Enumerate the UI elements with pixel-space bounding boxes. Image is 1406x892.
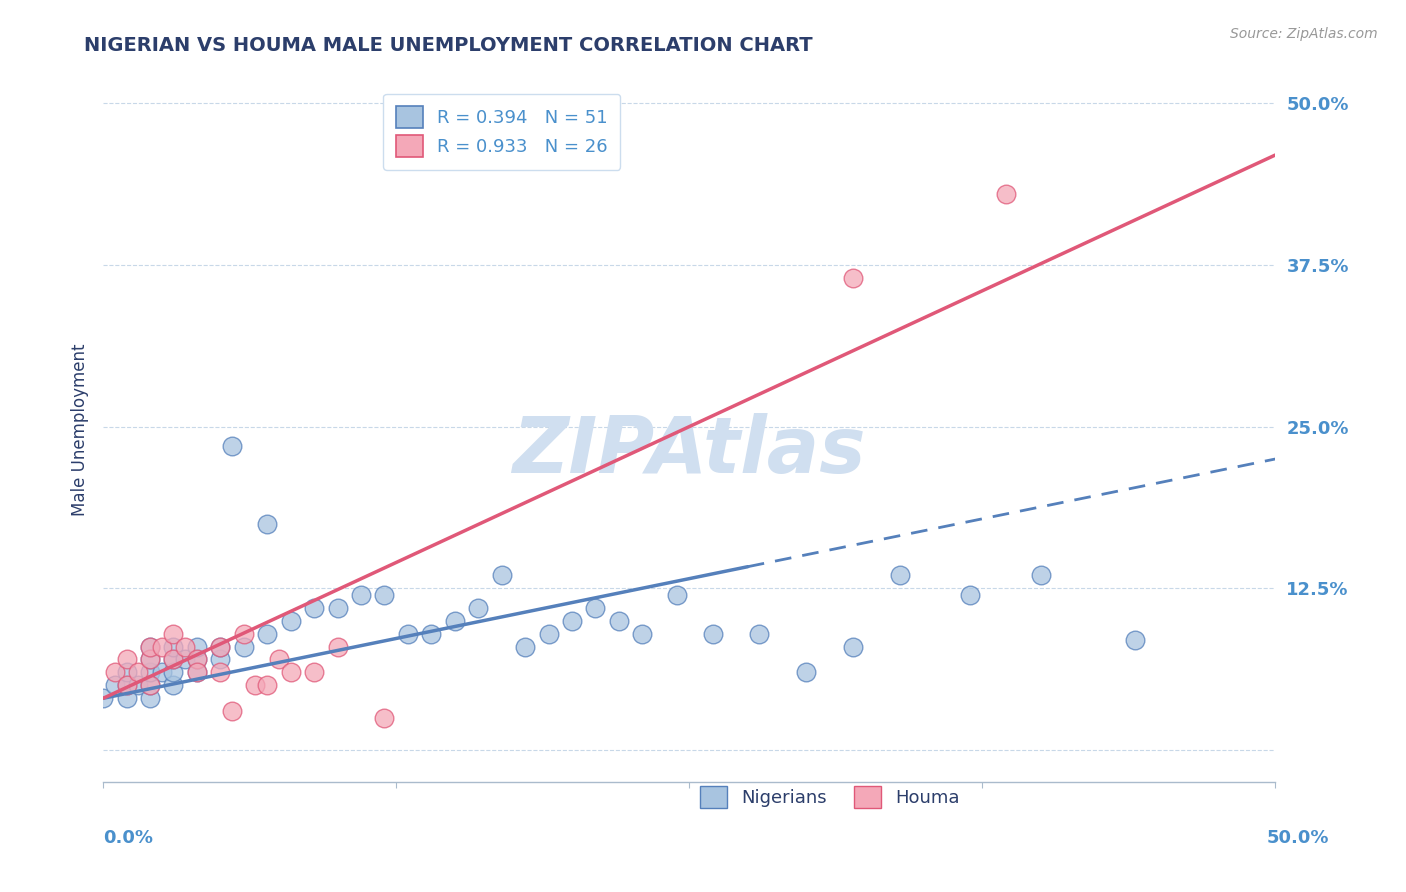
Point [842,271,865,285]
Point [162,652,184,666]
Point [115,678,138,692]
Point [91,691,114,706]
Point [491,568,513,582]
Point [162,626,184,640]
Point [139,640,162,654]
Point [127,665,149,680]
Point [162,665,184,680]
Point [994,186,1017,201]
Text: Source: ZipAtlas.com: Source: ZipAtlas.com [1230,27,1378,41]
Point [326,640,349,654]
Y-axis label: Male Unemployment: Male Unemployment [72,343,89,516]
Point [127,678,149,692]
Point [221,439,243,453]
Point [302,600,325,615]
Point [373,588,395,602]
Point [959,588,981,602]
Text: ZIPAtlas: ZIPAtlas [512,413,866,489]
Point [139,678,162,692]
Point [420,626,443,640]
Point [607,614,630,628]
Point [115,691,138,706]
Point [561,614,583,628]
Point [115,678,138,692]
Text: NIGERIAN VS HOUMA MALE UNEMPLOYMENT CORRELATION CHART: NIGERIAN VS HOUMA MALE UNEMPLOYMENT CORR… [84,36,813,54]
Point [162,678,184,692]
Point [1123,633,1146,648]
Point [162,652,184,666]
Text: 50.0%: 50.0% [1267,829,1329,847]
Point [443,614,465,628]
Point [186,652,208,666]
Point [232,640,254,654]
Point [666,588,689,602]
Point [280,614,302,628]
Point [396,626,419,640]
Point [748,626,770,640]
Point [796,665,818,680]
Point [256,516,278,531]
Point [245,678,267,692]
Point [302,665,325,680]
Point [139,665,162,680]
Point [139,652,162,666]
Point [702,626,724,640]
Point [174,652,197,666]
Point [139,678,162,692]
Point [209,640,232,654]
Point [256,626,278,640]
Point [221,704,243,718]
Point [467,600,489,615]
Point [150,665,173,680]
Point [186,665,208,680]
Point [583,600,606,615]
Point [373,711,395,725]
Point [350,588,373,602]
Point [267,652,290,666]
Legend: Nigerians, Houma: Nigerians, Houma [693,780,967,815]
Point [139,652,162,666]
Point [1029,568,1052,582]
Point [209,640,232,654]
Text: 0.0%: 0.0% [103,829,153,847]
Point [842,640,865,654]
Point [150,640,173,654]
Point [186,665,208,680]
Point [232,626,254,640]
Point [889,568,911,582]
Point [139,640,162,654]
Point [162,640,184,654]
Point [326,600,349,615]
Point [139,691,162,706]
Point [537,626,560,640]
Point [631,626,654,640]
Point [209,652,232,666]
Point [174,640,197,654]
Point [186,652,208,666]
Point [115,652,138,666]
Point [115,665,138,680]
Point [209,665,232,680]
Point [513,640,536,654]
Point [104,678,127,692]
Point [280,665,302,680]
Point [104,665,127,680]
Point [186,640,208,654]
Point [256,678,278,692]
